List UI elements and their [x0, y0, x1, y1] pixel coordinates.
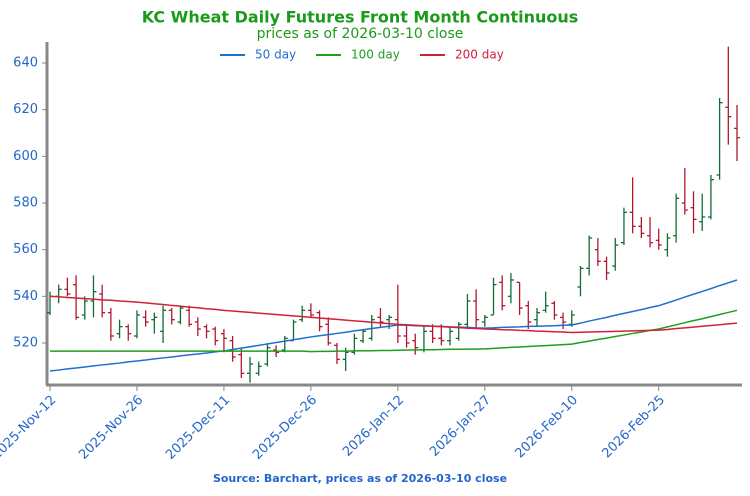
- y-tick-label: 520: [13, 336, 38, 351]
- legend-label: 100 day: [351, 48, 400, 62]
- x-tick-label: 2025-Dec-26: [250, 393, 320, 463]
- x-tick-label: 2025-Nov-26: [76, 393, 146, 463]
- x-tick-label: 2025-Nov-12: [0, 393, 59, 463]
- moving-average-line: [49, 295, 738, 334]
- y-tick-label: 620: [13, 102, 38, 117]
- x-tick-label: 2025-Dec-11: [163, 393, 233, 463]
- x-tick-label: 2026-Jan-27: [427, 393, 494, 460]
- y-tick-label: 600: [13, 149, 38, 164]
- y-tick-label: 640: [13, 56, 38, 71]
- legend-label: 200 day: [455, 48, 504, 62]
- x-tick-label: 2026-Jan-12: [340, 393, 407, 460]
- legend-label: 50 day: [255, 48, 296, 62]
- y-tick-label: 580: [13, 196, 38, 211]
- chart-title: KC Wheat Daily Futures Front Month Conti…: [142, 8, 579, 27]
- chart-subtitle: prices as of 2026-03-10 close: [257, 26, 464, 42]
- y-tick-label: 560: [13, 242, 38, 257]
- moving-average-line: [50, 309, 738, 353]
- source-note: Source: Barchart, prices as of 2026-03-1…: [213, 472, 507, 485]
- x-tick-label: 2026-Feb-25: [599, 393, 668, 462]
- moving-average-line: [49, 279, 738, 372]
- x-tick-label: 2026-Feb-10: [512, 393, 581, 462]
- y-tick-label: 540: [13, 289, 38, 304]
